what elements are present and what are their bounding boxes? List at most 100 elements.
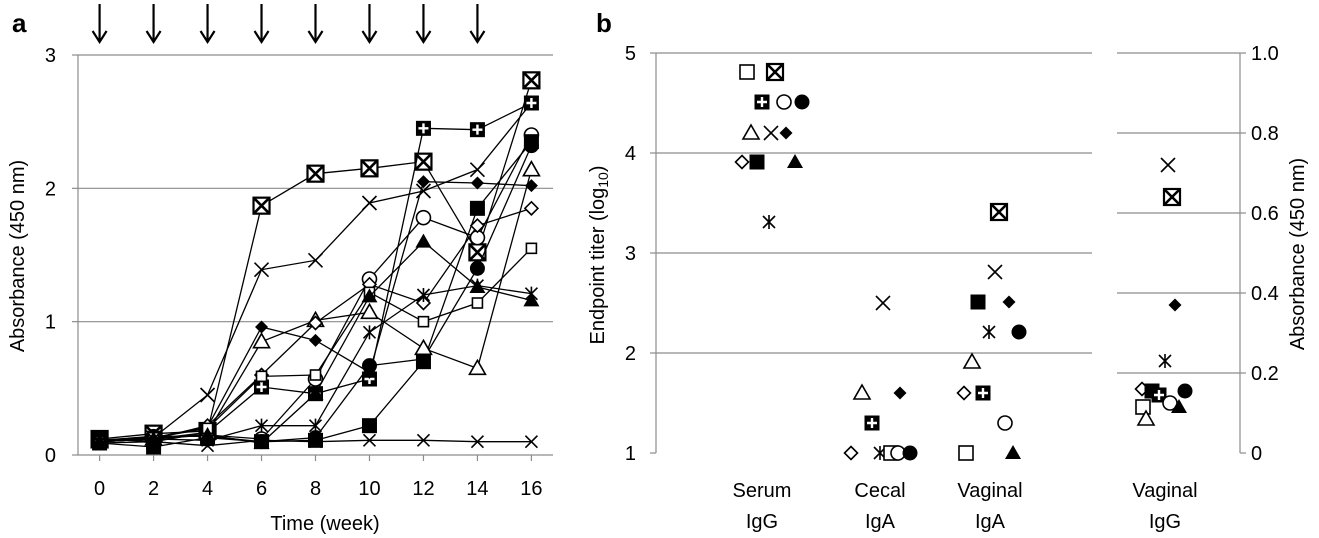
y-tick-label: 1 [45, 312, 56, 334]
x-tick-label: 8 [310, 478, 321, 500]
series [92, 138, 539, 450]
data-point [1002, 295, 1016, 309]
panel-b-scatter-chart: b 1 2 3 4 5 0 0.2 0.4 0.6 0.8 1.0 Serum IgG Cecal IgA… [587, 8, 1309, 533]
data-point [524, 286, 538, 301]
data-point [309, 333, 322, 347]
data-point [469, 122, 485, 138]
data-point [1177, 383, 1193, 399]
data-point [360, 302, 379, 320]
data-point [415, 183, 432, 199]
y-tick-label: 3 [45, 45, 56, 67]
y-axis-label: Absorbance (450 nm) [7, 160, 29, 352]
y-label-main: Endpoint titer (log [587, 188, 609, 345]
x-tick-label: 6 [256, 478, 267, 500]
data-point [362, 433, 377, 447]
left-y-tick-label: 4 [625, 143, 636, 165]
data-point [254, 379, 270, 395]
y-tick-label: 0 [45, 445, 56, 467]
data-point [1158, 354, 1172, 368]
axes [650, 52, 1246, 454]
data-point [741, 123, 761, 140]
data-point [468, 243, 487, 262]
category-label-line1: Cecal [854, 480, 905, 502]
series [93, 433, 538, 453]
data-point [471, 297, 484, 309]
data-point [956, 385, 972, 401]
right-y-tick-label: 0.8 [1251, 123, 1279, 145]
data-point [749, 154, 765, 170]
data-point [306, 164, 325, 183]
data-point [417, 315, 430, 328]
data-point [307, 315, 324, 331]
data-point [962, 352, 982, 369]
data-point [1168, 298, 1182, 312]
data-point [199, 387, 216, 403]
dose-arrow-icon [199, 4, 216, 45]
right-y-tick-label: 0.4 [1251, 283, 1279, 305]
data-point [522, 71, 541, 90]
data-point [997, 415, 1013, 431]
data-point [739, 64, 755, 80]
data-point [200, 439, 215, 453]
data-point [1136, 409, 1156, 426]
data-point [254, 433, 269, 447]
dose-arrow-icon [361, 4, 378, 45]
left-y-axis-label: Endpoint titer (log10) [587, 165, 611, 344]
data-point [415, 295, 432, 311]
data-point [1135, 399, 1151, 415]
panel-a-label: a [12, 8, 27, 38]
data-point [361, 195, 378, 211]
dose-arrow-icon [307, 4, 324, 45]
data-point [415, 233, 432, 248]
data-point [762, 215, 776, 229]
data-point [147, 432, 161, 446]
data-point [416, 175, 430, 189]
data-point [852, 383, 872, 400]
data-point [875, 295, 891, 311]
data-point [469, 218, 486, 234]
data-point [902, 445, 918, 461]
tick-labels: 1 2 3 4 5 0 0.2 0.4 0.6 0.8 1.0 [625, 43, 1279, 465]
x-tick-label: 0 [94, 478, 105, 500]
data-point [524, 435, 538, 449]
right-y-tick-label: 0.6 [1251, 203, 1279, 225]
data-point [252, 196, 271, 215]
data-point [309, 369, 322, 381]
data-point [864, 415, 880, 431]
data-point [415, 354, 431, 370]
data-point [779, 126, 793, 140]
data-point [987, 264, 1003, 280]
gridlines [656, 52, 1240, 374]
left-y-tick-label: 3 [625, 243, 636, 265]
category-label: Vaginal IgA [957, 480, 1022, 533]
right-y-axis-label: Absorbance (450 nm) [1287, 158, 1309, 350]
data-point [415, 120, 431, 136]
data-point [470, 435, 484, 449]
dose-arrows [91, 4, 486, 45]
x-axis-label: Time (week) [270, 513, 379, 535]
data-point [1011, 324, 1027, 340]
dose-arrow-icon [91, 4, 108, 45]
data-point [361, 418, 377, 434]
data-point [523, 95, 539, 111]
data-point [93, 434, 107, 449]
left-y-tick-label: 1 [625, 443, 636, 465]
data-point [763, 125, 779, 141]
data-point [307, 385, 324, 400]
data-point [253, 262, 270, 278]
data-point [253, 435, 270, 449]
data-point [1151, 387, 1167, 403]
data-point [147, 435, 161, 449]
right-y-tick-label: 1.0 [1251, 43, 1279, 65]
x-tick-label: 2 [148, 478, 159, 500]
data-point [1005, 445, 1021, 459]
data-point [414, 152, 433, 171]
data-point [254, 418, 269, 433]
data-point [307, 252, 324, 268]
category-label-line2: IgA [865, 511, 896, 533]
data-point [468, 358, 487, 376]
data-point [93, 436, 107, 450]
